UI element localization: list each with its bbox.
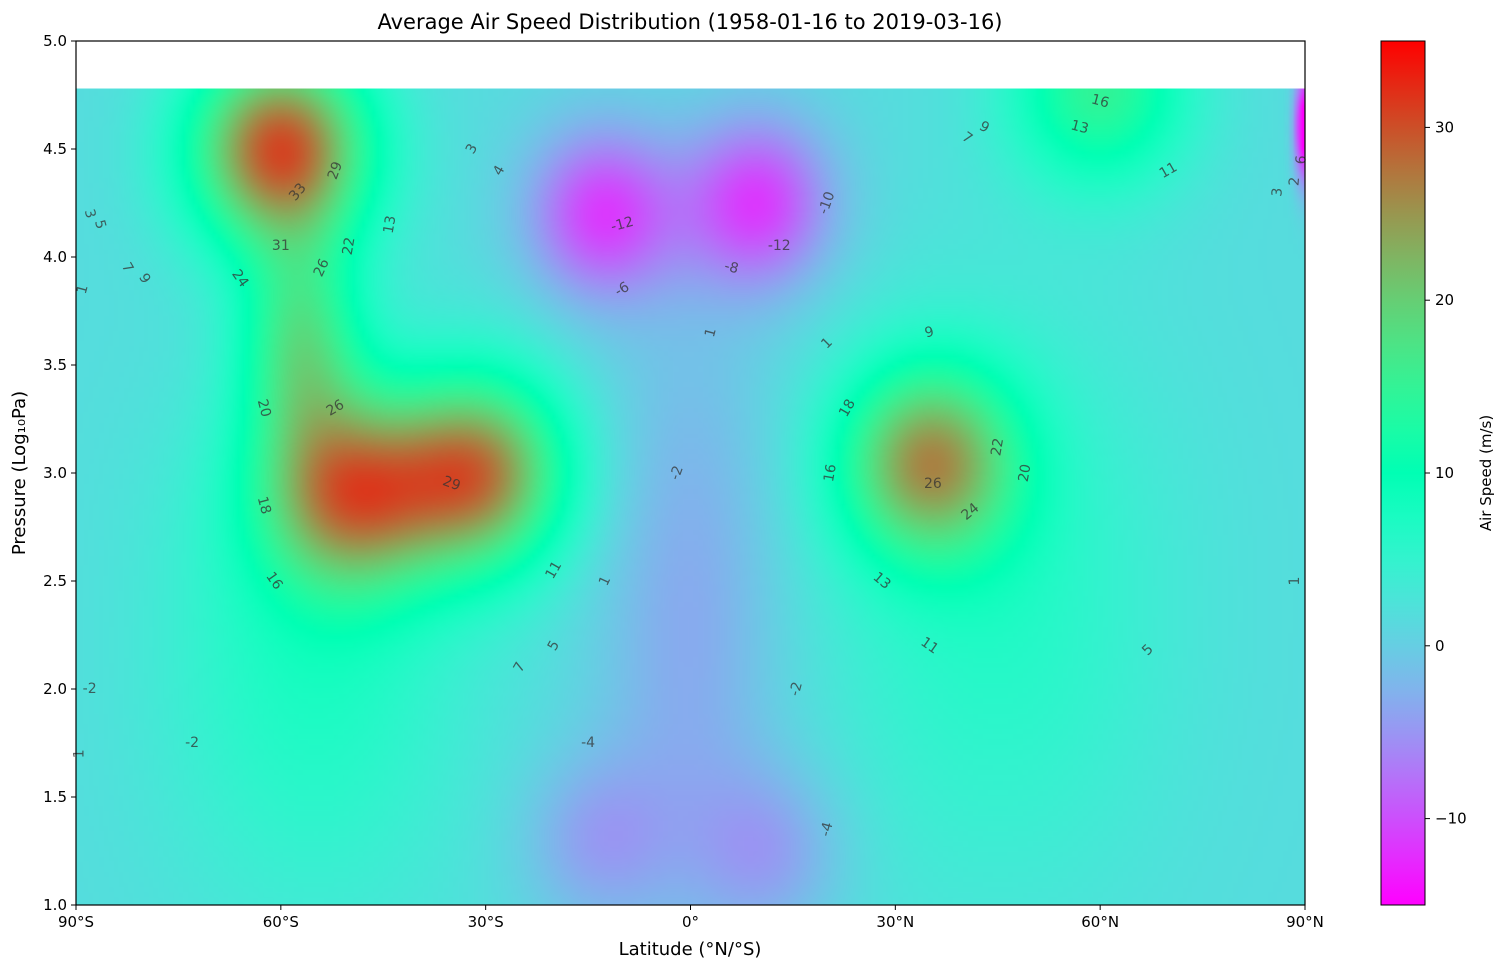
- contour-label: 26: [324, 397, 348, 420]
- contour-label: -8: [723, 258, 741, 277]
- colorbar-ticks: 30 20 10 0 −10: [1425, 118, 1467, 828]
- contour-label: 1: [1287, 577, 1303, 586]
- colorbar-tick-label: 10: [1435, 464, 1454, 482]
- y-tick-label: 4.0: [43, 248, 67, 266]
- contour-label: 1: [71, 749, 87, 758]
- contour-label: -10: [816, 190, 839, 217]
- contour-label: 31: [272, 238, 290, 254]
- y-tick-label: 2.5: [43, 572, 67, 590]
- y-tick-label: 4.5: [43, 140, 67, 158]
- contour-label: -2: [667, 464, 687, 483]
- contour-label: 3: [1269, 187, 1286, 197]
- y-axis: 1.0 1.5 2.0 2.5 3.0 3.5 4.0 4.5 5.0: [43, 32, 76, 914]
- contour-label: 5: [91, 218, 109, 231]
- contour-label: 16: [1089, 91, 1110, 111]
- contour-label: -12: [768, 238, 791, 254]
- contour-label: 22: [988, 437, 1007, 457]
- colorbar-tick-label: 20: [1435, 291, 1454, 309]
- y-tick-label: 5.0: [43, 32, 67, 50]
- x-tick-label: 0°: [682, 913, 699, 931]
- contour-label: 29: [325, 159, 346, 181]
- y-tick-label: 1.5: [43, 788, 67, 806]
- contour-label: 1: [74, 283, 92, 296]
- x-axis: 90°S 60°S 30°S 0° 30°N 60°N 90°N: [58, 905, 1324, 931]
- contour-label: 11: [543, 558, 566, 581]
- y-tick-label: 3.0: [43, 464, 67, 482]
- contour-label: 22: [340, 236, 359, 256]
- contour-label: 20: [1016, 463, 1035, 483]
- contour-label: 9: [923, 324, 936, 342]
- contour-label: -4: [818, 821, 837, 839]
- x-axis-label: Latitude (°N/°S): [619, 939, 762, 960]
- contour-label: -4: [581, 735, 595, 751]
- y-axis-label: Pressure (Log₁₀Pa): [9, 391, 30, 555]
- contour-label: -2: [83, 681, 97, 697]
- contour-label: 16: [821, 463, 840, 483]
- x-tick-label: 30°N: [876, 913, 914, 931]
- contour-label: 26: [924, 476, 942, 492]
- contour-label: 3: [81, 207, 99, 220]
- contour-label: 11: [1157, 159, 1180, 182]
- y-tick-label: 2.0: [43, 680, 67, 698]
- x-tick-label: 60°S: [263, 913, 299, 931]
- contour-label: 29: [440, 473, 462, 494]
- contour-label: 6: [1293, 155, 1310, 165]
- x-tick-label: 90°N: [1286, 913, 1324, 931]
- chart-title: Average Air Speed Distribution (1958-01-…: [377, 10, 1002, 34]
- colorbar: [1380, 40, 1426, 906]
- contour-label: 13: [381, 214, 400, 234]
- contour-label: 13: [1069, 117, 1090, 137]
- y-tick-label: 1.0: [43, 896, 67, 914]
- contour-label: 18: [254, 495, 274, 516]
- x-tick-label: 30°S: [468, 913, 504, 931]
- x-tick-label: 90°S: [58, 913, 94, 931]
- colorbar-label: Air Speed (m/s): [1477, 415, 1495, 531]
- contour-label: 26: [311, 256, 333, 279]
- colorbar-tick-label: −10: [1435, 810, 1467, 828]
- contour-label: -2: [185, 735, 199, 751]
- x-tick-label: 60°N: [1081, 913, 1119, 931]
- heatmap-field: [76, 88, 1305, 905]
- contour-label: 18: [836, 396, 859, 419]
- y-tick-label: 3.5: [43, 356, 67, 374]
- contour-label: -2: [787, 680, 806, 698]
- contour-label: -12: [609, 214, 635, 235]
- colorbar-tick-label: 30: [1435, 118, 1454, 136]
- contour-label: 20: [254, 398, 274, 419]
- contour-label: 1: [702, 326, 720, 339]
- contour-label: 2: [1286, 176, 1303, 186]
- colorbar-tick-label: 0: [1435, 637, 1445, 655]
